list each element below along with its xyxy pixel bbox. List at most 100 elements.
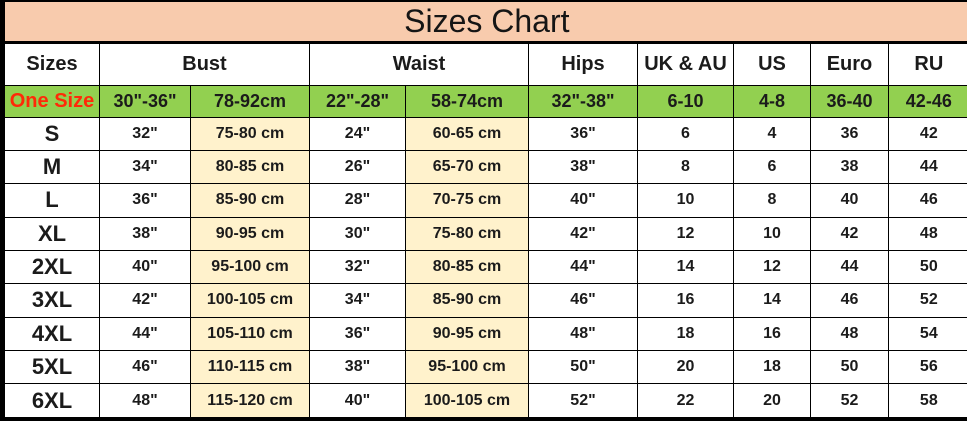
bust-inches-cell: 40" — [99, 249, 191, 285]
size-row: L 36" 85-90 cm 28" 70-75 cm 40" 10 8 40 46 — [2, 183, 967, 218]
bust-cm-cell: 90-95 cm — [190, 216, 310, 251]
hips-cell: 38" — [528, 149, 638, 185]
waist-inches-cell: 22"-28" — [309, 84, 406, 118]
bust-cm-cell: 75-80 cm — [190, 116, 310, 151]
ru-cell: 46 — [887, 183, 967, 218]
size-label-cell: One Size — [2, 84, 100, 118]
waist-cm-cell: 75-80 cm — [405, 216, 529, 251]
size-row: S 32" 75-80 cm 24" 60-65 cm 36" 6 4 36 42 — [2, 116, 967, 151]
bust-inches-cell: 42" — [99, 283, 191, 318]
uk-au-cell: 16 — [637, 283, 734, 318]
column-header-euro: Euro — [810, 41, 889, 86]
bust-cm-cell: 95-100 cm — [190, 249, 310, 285]
ru-cell: 56 — [887, 349, 967, 385]
waist-cm-cell: 100-105 cm — [405, 383, 529, 420]
column-header-waist: Waist — [309, 41, 529, 86]
us-cell: 12 — [733, 249, 811, 285]
waist-inches-cell: 40" — [309, 383, 406, 420]
hips-cell: 52" — [528, 383, 638, 420]
bust-cm-cell: 115-120 cm — [190, 383, 310, 420]
us-cell: 4-8 — [733, 84, 811, 118]
euro-cell: 36-40 — [810, 84, 889, 118]
waist-cm-cell: 85-90 cm — [405, 283, 529, 318]
waist-cm-cell: 90-95 cm — [405, 316, 529, 351]
uk-au-cell: 20 — [637, 349, 734, 385]
size-label-cell: L — [2, 183, 100, 218]
size-row: 3XL 42" 100-105 cm 34" 85-90 cm 46" 16 14 46 52 — [2, 283, 967, 318]
size-label-cell: S — [2, 116, 100, 151]
ru-cell: 44 — [887, 149, 967, 185]
us-cell: 10 — [733, 216, 811, 251]
bust-cm-cell: 105-110 cm — [190, 316, 310, 351]
us-cell: 20 — [733, 383, 811, 420]
size-label-cell: M — [2, 149, 100, 185]
bust-cm-cell: 78-92cm — [190, 84, 310, 118]
size-row: 2XL 40" 95-100 cm 32" 80-85 cm 44" 14 12 44 50 — [2, 249, 967, 285]
hips-cell: 32"-38" — [528, 84, 638, 118]
bust-inches-cell: 44" — [99, 316, 191, 351]
us-cell: 4 — [733, 116, 811, 151]
page-title: Sizes Chart — [1, 0, 967, 44]
one-size-row: One Size 30"-36" 78-92cm 22"-28" 58-74cm 32"-… — [2, 84, 967, 118]
us-cell: 16 — [733, 316, 811, 351]
uk-au-cell: 12 — [637, 216, 734, 251]
size-label-cell: XL — [2, 216, 100, 251]
uk-au-cell: 22 — [637, 383, 734, 420]
euro-cell: 44 — [810, 249, 889, 285]
size-row: 6XL 48" 115-120 cm 40" 100-105 cm 52" 22 20 52 58 — [2, 383, 967, 420]
bust-cm-cell: 110-115 cm — [190, 349, 310, 385]
euro-cell: 36 — [810, 116, 889, 151]
size-rows: One Size 30"-36" 78-92cm 22"-28" 58-74cm 32"-… — [2, 84, 967, 420]
waist-cm-cell: 65-70 cm — [405, 149, 529, 185]
uk-au-cell: 14 — [637, 249, 734, 285]
bust-inches-cell: 30"-36" — [99, 84, 191, 118]
ru-cell: 42 — [887, 116, 967, 151]
waist-inches-cell: 36" — [309, 316, 406, 351]
hips-cell: 48" — [528, 316, 638, 351]
column-header-ru: RU — [887, 41, 967, 86]
hips-cell: 46" — [528, 283, 638, 318]
waist-inches-cell: 32" — [309, 249, 406, 285]
bust-inches-cell: 34" — [99, 149, 191, 185]
hips-cell: 42" — [528, 216, 638, 251]
size-row: XL 38" 90-95 cm 30" 75-80 cm 42" 12 10 42 48 — [2, 216, 967, 251]
ru-cell: 50 — [887, 249, 967, 285]
uk-au-cell: 10 — [637, 183, 734, 218]
euro-cell: 40 — [810, 183, 889, 218]
euro-cell: 38 — [810, 149, 889, 185]
bust-inches-cell: 46" — [99, 349, 191, 385]
bust-inches-cell: 36" — [99, 183, 191, 218]
euro-cell: 52 — [810, 383, 889, 420]
bust-cm-cell: 80-85 cm — [190, 149, 310, 185]
size-row: M 34" 80-85 cm 26" 65-70 cm 38" 8 6 38 44 — [2, 149, 967, 185]
waist-cm-cell: 95-100 cm — [405, 349, 529, 385]
column-header-us: US — [733, 41, 811, 86]
waist-cm-cell: 60-65 cm — [405, 116, 529, 151]
ru-cell: 42-46 — [887, 84, 967, 118]
euro-cell: 42 — [810, 216, 889, 251]
hips-cell: 40" — [528, 183, 638, 218]
hips-cell: 50" — [528, 349, 638, 385]
euro-cell: 46 — [810, 283, 889, 318]
bust-cm-cell: 85-90 cm — [190, 183, 310, 218]
hips-cell: 36" — [528, 116, 638, 151]
hips-cell: 44" — [528, 249, 638, 285]
euro-cell: 50 — [810, 349, 889, 385]
size-label-cell: 4XL — [2, 316, 100, 351]
ru-cell: 48 — [887, 216, 967, 251]
bust-inches-cell: 38" — [99, 216, 191, 251]
size-label-cell: 2XL — [2, 249, 100, 285]
waist-inches-cell: 34" — [309, 283, 406, 318]
uk-au-cell: 8 — [637, 149, 734, 185]
waist-cm-cell: 70-75 cm — [405, 183, 529, 218]
size-row: 5XL 46" 110-115 cm 38" 95-100 cm 50" 20 18 50 56 — [2, 349, 967, 385]
column-header-bust: Bust — [99, 41, 310, 86]
size-label-cell: 3XL — [2, 283, 100, 318]
bust-cm-cell: 100-105 cm — [190, 283, 310, 318]
size-label-cell: 5XL — [2, 349, 100, 385]
column-header-hips: Hips — [528, 41, 638, 86]
column-header-sizes: Sizes — [2, 41, 100, 86]
waist-cm-cell: 58-74cm — [405, 84, 529, 118]
ru-cell: 52 — [887, 283, 967, 318]
